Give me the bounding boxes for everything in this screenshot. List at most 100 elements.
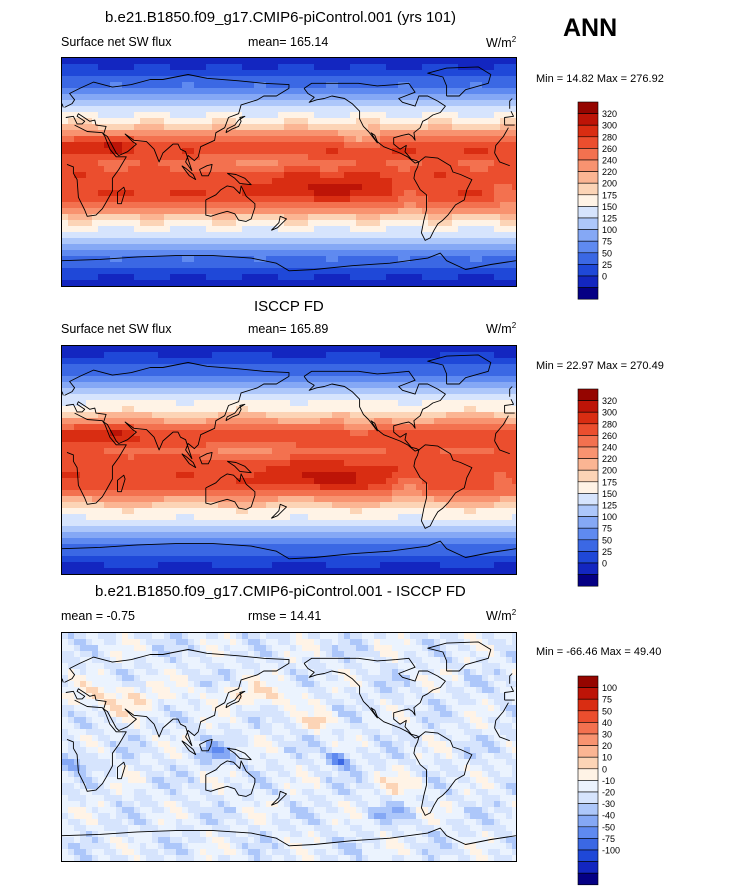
colorbar-tick-label: 20 bbox=[602, 741, 612, 751]
colorbar-tick-label: -20 bbox=[602, 788, 615, 798]
colorbar-tick-label: 25 bbox=[602, 260, 612, 270]
colorbar-tick-label: 320 bbox=[602, 396, 617, 406]
colorbar-tick-label: 280 bbox=[602, 132, 617, 142]
coastline bbox=[66, 124, 510, 217]
panel-2-mean-label: mean= 165.89 bbox=[248, 322, 329, 336]
colorbar-swatch bbox=[577, 733, 599, 746]
panel-1-title: b.e21.B1850.f09_g17.CMIP6-piControl.001 … bbox=[105, 9, 457, 26]
colorbar-swatch bbox=[577, 113, 599, 126]
colorbar-tick-label: 75 bbox=[602, 695, 612, 705]
panel-2-variable-label: Surface net SW flux bbox=[61, 322, 172, 336]
coastlines bbox=[62, 66, 516, 272]
field-cells bbox=[62, 58, 516, 286]
coastline bbox=[413, 731, 473, 816]
colorbar-tick-label: 50 bbox=[602, 248, 612, 258]
colorbar-swatch bbox=[577, 400, 599, 413]
coastline bbox=[205, 760, 256, 797]
coastline bbox=[62, 386, 513, 397]
colorbar-swatch bbox=[577, 722, 599, 735]
colorbar-swatch bbox=[577, 458, 599, 471]
colorbar-tick-label: 40 bbox=[602, 718, 612, 728]
colorbar-swatch bbox=[577, 516, 599, 529]
colorbar-swatch bbox=[577, 698, 599, 712]
colorbar-tick-label: 200 bbox=[602, 179, 617, 189]
colorbar-swatch bbox=[577, 814, 599, 828]
colorbar-swatch bbox=[577, 136, 599, 149]
colorbar-tick-label: 175 bbox=[602, 477, 617, 487]
coastline bbox=[117, 186, 126, 205]
panel-3-min-max: Min = -66.46 Max = 49.40 bbox=[536, 646, 662, 658]
colorbar-swatch bbox=[577, 252, 599, 265]
colorbar-swatch bbox=[577, 240, 599, 254]
colorbar-swatch bbox=[577, 469, 599, 483]
colorbar-swatch bbox=[577, 791, 599, 804]
panel-3-colorbar: 100 75 50 40 30 20 10 0 -10 -20 -30 -40 -50 -75 -100 bbox=[577, 675, 648, 887]
colorbar-swatch bbox=[577, 849, 599, 862]
panel-1-map bbox=[61, 57, 517, 287]
coastline bbox=[117, 761, 126, 780]
colorbar-tick-label: 300 bbox=[602, 408, 617, 418]
colorbar-tick-label: 75 bbox=[602, 524, 612, 534]
panel-1-colorbar: 320 300 280 260 240 220 200 175 150 125 100 75 50 25 0 bbox=[577, 101, 648, 301]
colorbar-swatch bbox=[577, 539, 599, 552]
colorbar-swatch bbox=[577, 803, 599, 816]
colorbar-tick-label: -10 bbox=[602, 776, 615, 786]
field-cells bbox=[62, 633, 516, 861]
coastline bbox=[62, 673, 513, 684]
colorbar-swatch bbox=[577, 194, 599, 207]
panel-3-title: b.e21.B1850.f09_g17.CMIP6-piControl.001 … bbox=[95, 583, 466, 600]
panel-2-colorbar: 320 300 280 260 240 220 200 175 150 125 100 75 50 25 0 bbox=[577, 388, 648, 588]
panel-2-map bbox=[61, 345, 517, 575]
coastline bbox=[181, 740, 197, 756]
coastline bbox=[427, 354, 492, 385]
colorbar-tick-label: 320 bbox=[602, 109, 617, 119]
colorbar-tick-label: 125 bbox=[602, 214, 617, 224]
coastline bbox=[205, 473, 256, 510]
colorbar-tick-label: 220 bbox=[602, 454, 617, 464]
colorbar-swatch bbox=[577, 675, 599, 688]
coastline bbox=[199, 451, 213, 465]
colorbar-swatch bbox=[577, 388, 599, 401]
season-label: ANN bbox=[563, 14, 618, 42]
coastline bbox=[303, 82, 446, 164]
colorbar-tick-label: 10 bbox=[602, 753, 612, 763]
colorbar-tick-label: 50 bbox=[602, 706, 612, 716]
panel-1-min-max: Min = 14.82 Max = 276.92 bbox=[536, 73, 664, 85]
colorbar-tick-label: 50 bbox=[602, 535, 612, 545]
coastline bbox=[62, 827, 516, 847]
colorbar-swatch bbox=[577, 481, 599, 494]
coastline bbox=[64, 649, 515, 747]
panel-3-mean-label: mean = -0.75 bbox=[61, 609, 136, 623]
coastline bbox=[62, 252, 516, 272]
colorbar-swatch bbox=[577, 756, 599, 770]
colorbar-swatch bbox=[577, 435, 599, 448]
coastline bbox=[66, 699, 510, 792]
colorbar-swatch bbox=[577, 229, 599, 242]
panel-3-units: W/m2 bbox=[486, 608, 517, 624]
colorbar-swatch bbox=[577, 423, 599, 436]
colorbar-swatch bbox=[577, 872, 599, 886]
coastline bbox=[427, 66, 492, 97]
colorbar-tick-label: 150 bbox=[602, 489, 617, 499]
colorbar-swatch bbox=[577, 206, 599, 219]
colorbar-swatch bbox=[577, 264, 599, 277]
colorbar-swatch bbox=[577, 574, 599, 587]
coastline bbox=[226, 172, 252, 186]
colorbar-tick-label: 100 bbox=[602, 225, 617, 235]
colorbar-tick-label: 100 bbox=[602, 512, 617, 522]
colorbar-tick-label: 175 bbox=[602, 190, 617, 200]
panel-3-map bbox=[61, 632, 517, 862]
coastline bbox=[62, 98, 513, 109]
coastline bbox=[226, 460, 252, 474]
coastlines bbox=[62, 641, 516, 847]
colorbar-tick-label: -50 bbox=[602, 822, 615, 832]
coastline bbox=[270, 215, 287, 231]
colorbar-swatch bbox=[577, 861, 599, 874]
coastline bbox=[199, 738, 213, 752]
colorbar-tick-label: 300 bbox=[602, 121, 617, 131]
coastline bbox=[270, 790, 287, 806]
colorbar-tick-label: -75 bbox=[602, 834, 615, 844]
panel-1-mean-label: mean= 165.14 bbox=[248, 35, 329, 49]
colorbar-swatch bbox=[577, 101, 599, 114]
colorbar-swatch bbox=[577, 171, 599, 184]
